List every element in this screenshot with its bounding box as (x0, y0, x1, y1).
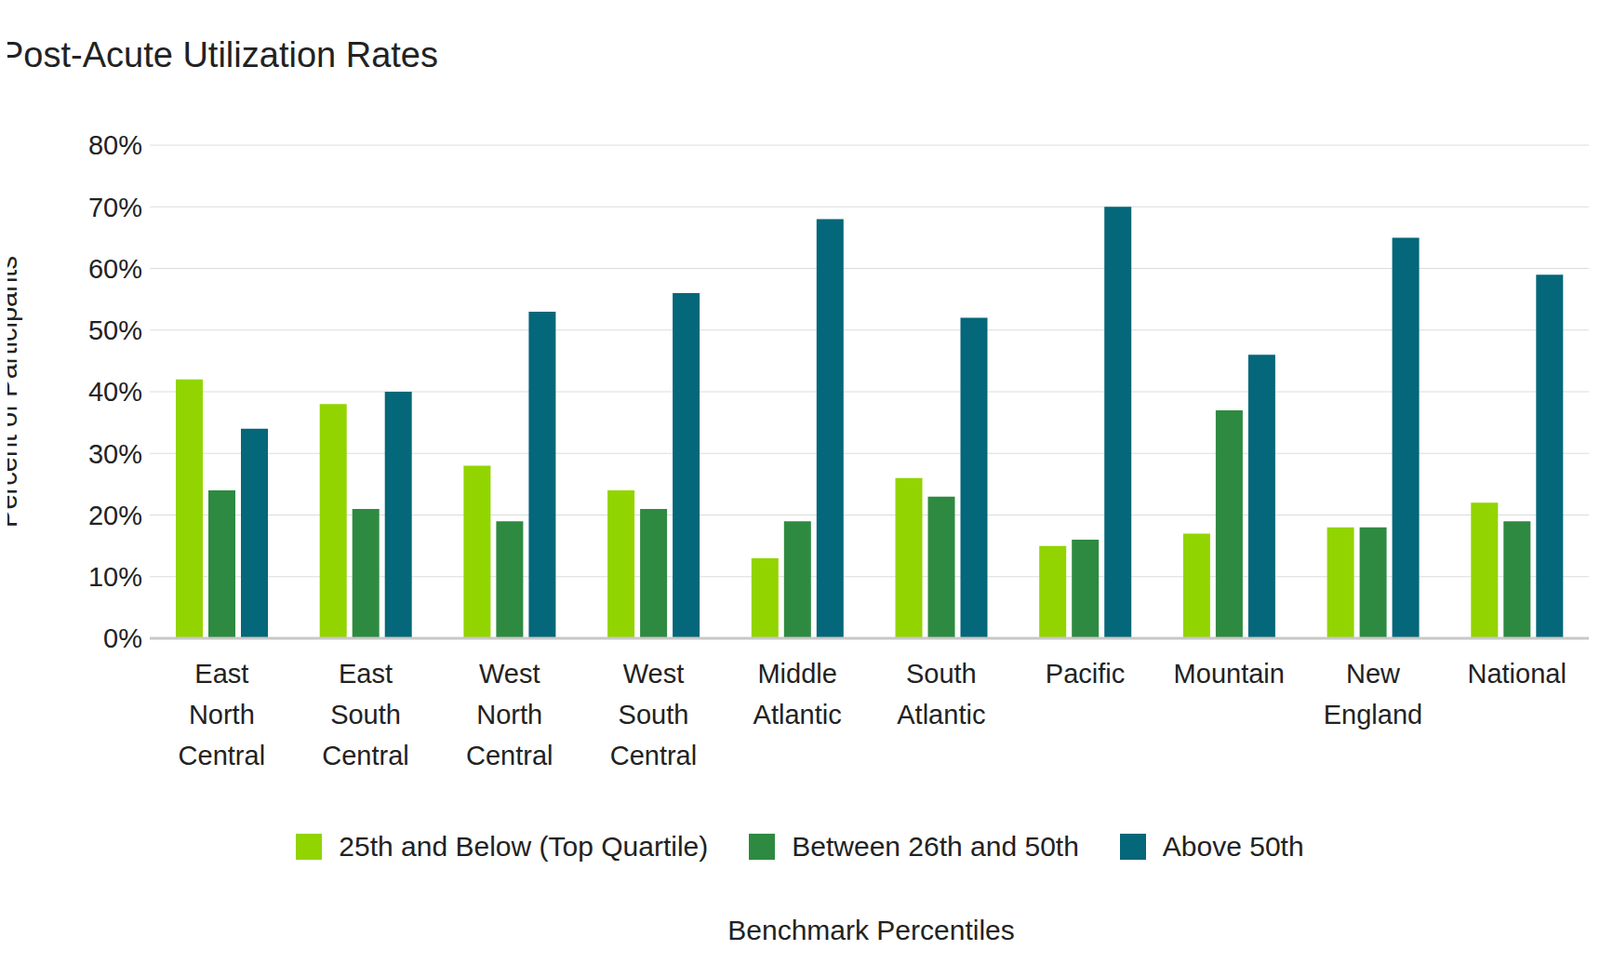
html-text:Post-Acute Utilization Rates: Post-Acute Utilization Rates (0, 35, 439, 75)
svg-text:20%: 20% (88, 500, 143, 531)
svg-text:National: National (1466, 658, 1566, 689)
svg-text:0%: 0% (103, 623, 143, 654)
html-text:Above 50th: Above 50th (1162, 830, 1304, 862)
svg-text:10%: 10% (88, 561, 143, 592)
svg-text:EastSouthCentral: EastSouthCentral (321, 658, 410, 771)
svg-text:50%: 50% (88, 315, 143, 346)
svg-text:40%: 40% (88, 376, 143, 407)
html-text:Between 26th and 50th: Between 26th and 50th (791, 830, 1079, 862)
svg-text:EastNorthCentral: EastNorthCentral (178, 658, 267, 771)
svg-text:WestSouthCentral: WestSouthCentral (610, 658, 698, 771)
svg-text:SouthAtlantic: SouthAtlantic (896, 658, 986, 730)
html-text:25th and Below (Top Quartile): 25th and Below (Top Quartile) (338, 830, 709, 862)
svg-text:Pacific: Pacific (1045, 658, 1125, 689)
svg-text:80%: 80% (88, 130, 143, 160)
svg-text:30%: 30% (88, 439, 143, 469)
svg-text:70%: 70% (88, 192, 143, 223)
svg-text:Percent of Participants: Percent of Participants (7, 255, 23, 528)
svg-text:60%: 60% (88, 253, 143, 284)
svg-text:WestNorthCentral: WestNorthCentral (466, 658, 554, 771)
html-text:Benchmark Percentiles: Benchmark Percentiles (727, 914, 1015, 946)
svg-text:Mountain: Mountain (1173, 658, 1285, 689)
svg-text:NewEngland: NewEngland (1323, 658, 1423, 730)
svg-text:MiddleAtlantic: MiddleAtlantic (753, 658, 842, 730)
